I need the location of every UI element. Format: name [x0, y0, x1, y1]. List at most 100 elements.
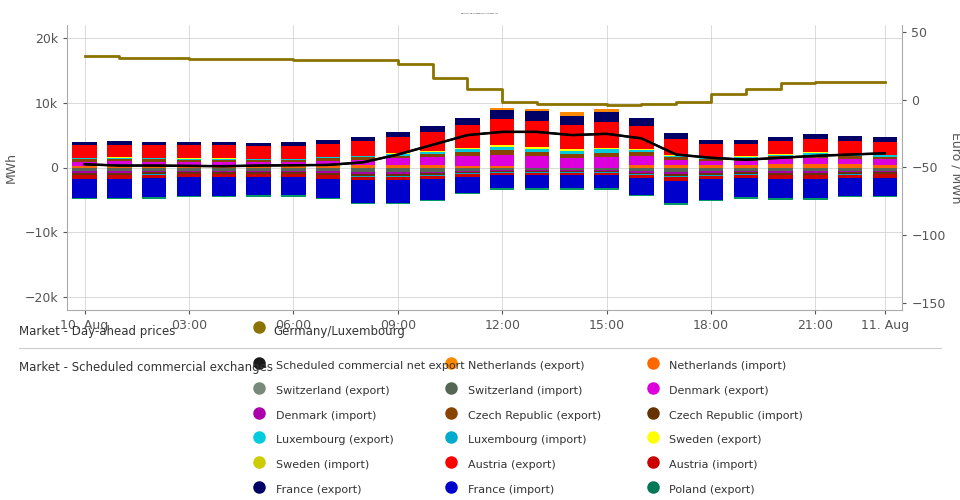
Bar — [281, 172, 305, 173]
Bar — [838, 140, 862, 153]
Bar — [108, 158, 132, 159]
Bar — [316, 168, 341, 172]
Bar — [350, 156, 375, 157]
Bar — [72, 160, 97, 162]
Bar — [594, 188, 619, 190]
Bar — [560, 176, 584, 188]
Bar — [177, 166, 202, 168]
Bar — [247, 168, 271, 170]
Bar — [247, 195, 271, 196]
Bar — [804, 140, 828, 152]
Bar — [108, 178, 132, 198]
Bar — [873, 196, 898, 197]
Bar — [350, 136, 375, 141]
Bar — [629, 175, 654, 178]
Y-axis label: Euro / MWh: Euro / MWh — [949, 132, 960, 203]
Bar — [455, 152, 480, 156]
Text: Netherlands (import): Netherlands (import) — [669, 362, 786, 372]
Bar — [72, 145, 97, 158]
Bar — [211, 146, 236, 158]
Bar — [350, 203, 375, 204]
Bar — [525, 147, 549, 148]
Bar — [455, 168, 480, 170]
Bar — [455, 177, 480, 193]
Bar — [490, 170, 515, 172]
Bar — [490, 145, 515, 147]
Bar — [560, 112, 584, 116]
Bar — [733, 157, 758, 158]
Bar — [211, 178, 236, 196]
Bar — [386, 137, 410, 153]
Bar — [594, 150, 619, 152]
Bar — [490, 119, 515, 145]
Bar — [594, 109, 619, 112]
Bar — [455, 150, 480, 152]
Bar — [211, 171, 236, 172]
Text: Czech Republic (export): Czech Republic (export) — [468, 410, 601, 420]
Bar — [699, 173, 723, 175]
Bar — [629, 178, 654, 194]
Bar — [142, 162, 166, 166]
Bar — [386, 165, 410, 168]
Bar — [177, 178, 202, 196]
Bar — [72, 172, 97, 174]
Bar — [804, 152, 828, 154]
Bar — [629, 152, 654, 156]
Bar — [804, 174, 828, 176]
Bar — [699, 176, 723, 179]
Bar — [72, 198, 97, 199]
Bar — [247, 159, 271, 160]
Bar — [629, 126, 654, 148]
Bar — [420, 158, 444, 165]
Bar — [177, 159, 202, 160]
Bar — [247, 162, 271, 166]
Text: France (export): France (export) — [276, 485, 361, 495]
Bar — [72, 142, 97, 145]
Bar — [768, 159, 793, 164]
Bar — [873, 178, 898, 196]
Bar — [733, 144, 758, 156]
Bar — [838, 171, 862, 172]
Bar — [142, 174, 166, 175]
Bar — [350, 172, 375, 174]
Bar — [211, 142, 236, 146]
Bar — [490, 166, 515, 168]
Bar — [525, 170, 549, 172]
Bar — [490, 110, 515, 119]
Bar — [768, 164, 793, 168]
Bar — [420, 152, 444, 154]
Bar — [420, 200, 444, 201]
Bar — [804, 164, 828, 168]
Bar — [768, 154, 793, 156]
Bar — [699, 144, 723, 157]
Bar — [455, 174, 480, 177]
Bar — [316, 158, 341, 160]
Bar — [142, 172, 166, 174]
Bar — [838, 168, 862, 171]
Bar — [420, 126, 444, 132]
Bar — [108, 161, 132, 165]
Bar — [629, 194, 654, 196]
Bar — [560, 124, 584, 150]
Bar — [316, 176, 341, 178]
Bar — [525, 121, 549, 147]
Text: Denmark (export): Denmark (export) — [669, 386, 769, 396]
Bar — [804, 198, 828, 200]
Bar — [804, 158, 828, 164]
Bar — [838, 156, 862, 159]
Bar — [386, 172, 410, 174]
Bar — [72, 166, 97, 168]
Bar — [386, 168, 410, 172]
Bar — [316, 174, 341, 176]
Bar — [664, 156, 688, 157]
Bar — [560, 150, 584, 154]
Bar — [108, 144, 132, 158]
Bar — [177, 146, 202, 158]
Bar — [629, 156, 654, 165]
Bar — [386, 174, 410, 176]
Bar — [594, 152, 619, 157]
Bar — [490, 150, 515, 154]
Bar — [629, 150, 654, 152]
Bar — [211, 166, 236, 168]
Bar — [281, 195, 305, 196]
